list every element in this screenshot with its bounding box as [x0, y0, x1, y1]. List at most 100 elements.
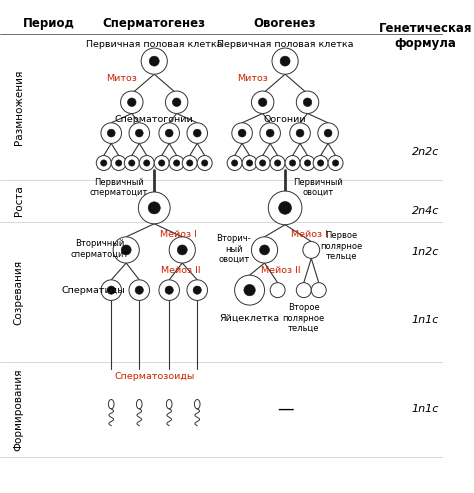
Circle shape: [232, 123, 252, 143]
Circle shape: [177, 245, 187, 255]
Text: Первичная половая клетка: Первичная половая клетка: [217, 40, 353, 49]
Circle shape: [274, 160, 281, 166]
Text: Первичный
овоцит: Первичный овоцит: [293, 177, 343, 197]
Circle shape: [235, 275, 264, 305]
Circle shape: [187, 160, 193, 166]
Circle shape: [128, 98, 136, 106]
Circle shape: [159, 280, 180, 300]
Circle shape: [270, 155, 285, 171]
Circle shape: [165, 129, 173, 137]
Circle shape: [169, 237, 195, 263]
Circle shape: [231, 160, 238, 166]
Circle shape: [266, 129, 274, 137]
Circle shape: [251, 237, 278, 263]
Text: Период: Период: [23, 17, 75, 30]
Circle shape: [296, 91, 319, 113]
Circle shape: [324, 129, 332, 137]
Circle shape: [129, 123, 150, 143]
Circle shape: [96, 155, 111, 171]
Circle shape: [300, 155, 315, 171]
Circle shape: [128, 160, 135, 166]
Text: Овогенез: Овогенез: [254, 17, 316, 30]
Circle shape: [272, 48, 298, 74]
Circle shape: [251, 91, 274, 113]
Text: Генетическая
формула: Генетическая формула: [379, 22, 472, 50]
Text: 1n1c: 1n1c: [411, 404, 439, 414]
Circle shape: [313, 155, 328, 171]
Circle shape: [113, 237, 139, 263]
Circle shape: [139, 155, 154, 171]
Circle shape: [279, 202, 292, 214]
Circle shape: [101, 280, 121, 300]
Circle shape: [242, 155, 257, 171]
Circle shape: [121, 245, 131, 255]
Circle shape: [246, 160, 253, 166]
Ellipse shape: [109, 399, 114, 409]
Circle shape: [270, 282, 285, 298]
Circle shape: [159, 123, 180, 143]
Circle shape: [101, 123, 121, 143]
Circle shape: [107, 129, 115, 137]
Text: Оогонии: Оогонии: [264, 114, 306, 124]
Text: Второе
полярное
тельце: Второе полярное тельце: [283, 303, 325, 333]
Text: Первое
полярное
тельце: Первое полярное тельце: [320, 231, 362, 261]
Text: Мейоз I: Мейоз I: [160, 230, 197, 239]
Circle shape: [280, 56, 290, 66]
Circle shape: [296, 282, 311, 298]
Text: Первичная половая клетка: Первичная половая клетка: [86, 40, 222, 49]
Circle shape: [244, 284, 255, 296]
Circle shape: [238, 129, 246, 137]
Circle shape: [193, 129, 201, 137]
Circle shape: [154, 155, 169, 171]
Circle shape: [173, 160, 180, 166]
Circle shape: [144, 160, 150, 166]
Circle shape: [328, 155, 343, 171]
Text: Созревания: Созревания: [14, 259, 24, 324]
Text: Сперматогонии: Сперматогонии: [115, 114, 193, 124]
Circle shape: [120, 91, 143, 113]
Circle shape: [197, 155, 212, 171]
Circle shape: [255, 155, 270, 171]
Circle shape: [116, 160, 122, 166]
Circle shape: [173, 98, 181, 106]
Circle shape: [136, 129, 143, 137]
Text: 2n4c: 2n4c: [411, 206, 439, 215]
Text: Формирования: Формирования: [14, 369, 24, 451]
Circle shape: [260, 123, 281, 143]
Text: Вторич-
ный
овоцит: Вторич- ный овоцит: [216, 234, 251, 264]
Text: Сперматогенез: Сперматогенез: [103, 17, 206, 30]
Circle shape: [260, 245, 270, 255]
Circle shape: [332, 160, 339, 166]
Circle shape: [187, 123, 208, 143]
Ellipse shape: [194, 399, 200, 409]
Ellipse shape: [137, 399, 142, 409]
Circle shape: [193, 286, 201, 294]
Circle shape: [148, 202, 160, 214]
Circle shape: [159, 160, 165, 166]
Circle shape: [296, 129, 304, 137]
Text: Митоз: Митоз: [106, 74, 137, 83]
Ellipse shape: [166, 399, 172, 409]
Text: Сперматозоиды: Сперматозоиды: [114, 372, 194, 381]
Text: Первичный
сперматоцит: Первичный сперматоцит: [90, 177, 148, 197]
Circle shape: [165, 91, 188, 113]
Circle shape: [111, 155, 126, 171]
Text: —: —: [277, 400, 293, 418]
Text: Митоз: Митоз: [237, 74, 268, 83]
Text: Мейоз I: Мейоз I: [291, 230, 328, 239]
Circle shape: [290, 123, 310, 143]
Text: Размножения: Размножения: [14, 69, 24, 144]
Circle shape: [304, 160, 310, 166]
Circle shape: [182, 155, 197, 171]
Circle shape: [124, 155, 139, 171]
Circle shape: [258, 98, 267, 106]
Text: Яйцеклетка: Яйцеклетка: [219, 314, 280, 323]
Text: Мейоз II: Мейоз II: [161, 266, 200, 275]
Circle shape: [129, 280, 150, 300]
Text: 1n2c: 1n2c: [411, 247, 439, 257]
Circle shape: [107, 286, 115, 294]
Circle shape: [100, 160, 107, 166]
Circle shape: [285, 155, 300, 171]
Circle shape: [290, 160, 296, 166]
Circle shape: [303, 242, 319, 258]
